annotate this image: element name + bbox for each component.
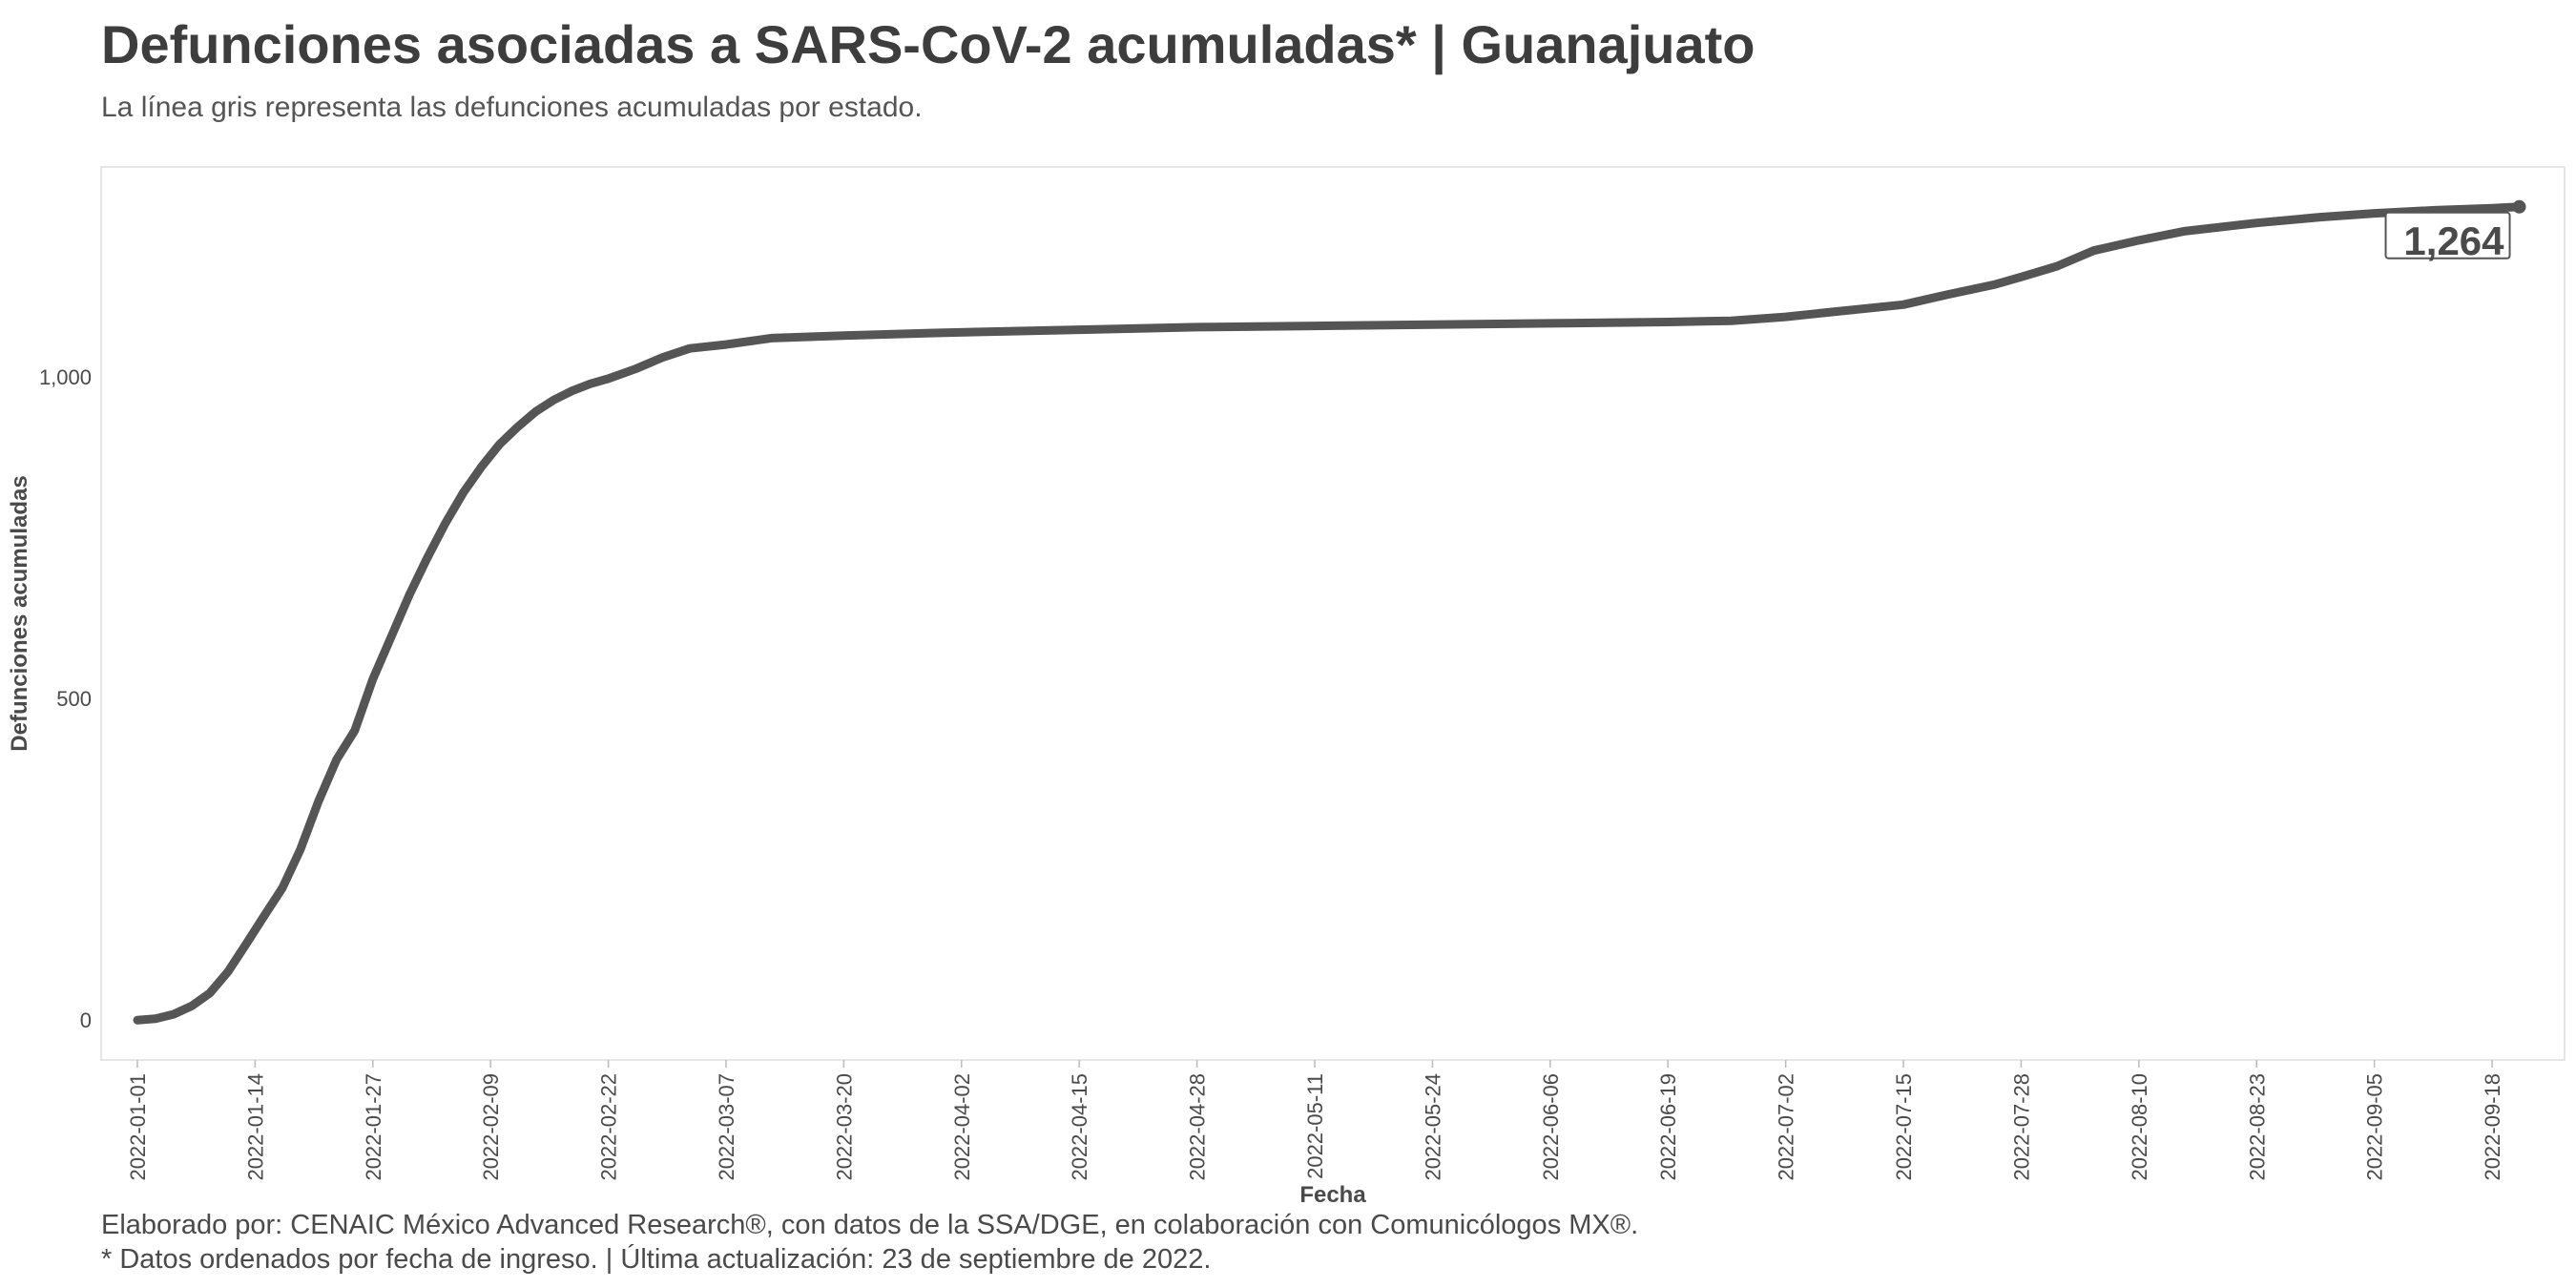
plot-area-border: [100, 166, 2566, 1061]
end-point-marker: [2512, 199, 2526, 214]
x-tick-label: 2022-01-27: [362, 1073, 385, 1181]
x-tick-label: 2022-04-28: [1186, 1073, 1210, 1181]
footer-caption-note: * Datos ordenados por fecha de ingreso. …: [101, 1244, 1212, 1275]
x-tick-label: 2022-03-07: [715, 1073, 738, 1181]
x-tick-label: 2022-08-23: [2245, 1073, 2269, 1181]
x-tick-label: 2022-04-15: [1068, 1073, 1091, 1181]
y-tick-label: 1,000: [39, 365, 92, 389]
x-axis: 2022-01-01 2022-01-14 2022-01-27 2022-02-09…: [126, 1060, 2504, 1181]
end-value-label: 1,264: [2403, 218, 2504, 263]
end-label-box: [2384, 211, 2511, 260]
page-subtitle: La línea gris representa las defunciones…: [101, 92, 923, 123]
footer-caption-source: Elaborado por: CENAIC México Advanced Re…: [101, 1210, 1639, 1240]
x-tick-label: 2022-05-11: [1303, 1073, 1327, 1179]
x-tick-label: 2022-08-10: [2128, 1073, 2151, 1181]
x-tick-label: 2022-07-02: [1775, 1073, 1798, 1181]
x-tick-label: 2022-06-19: [1656, 1073, 1680, 1181]
x-tick-label: 2022-03-20: [832, 1073, 856, 1181]
x-tick-label: 2022-01-01: [126, 1073, 150, 1181]
x-tick-label: 2022-06-06: [1539, 1073, 1563, 1181]
page-title: Defunciones asociadas a SARS-CoV-2 acumu…: [101, 14, 1755, 74]
x-tick-label: 2022-09-05: [2363, 1073, 2387, 1181]
x-tick-label: 2022-02-09: [479, 1073, 503, 1181]
x-tick-label: 2022-02-22: [597, 1073, 621, 1181]
x-tick-label: 2022-05-24: [1421, 1073, 1444, 1181]
x-tick-label: 2022-07-28: [2009, 1073, 2033, 1181]
x-axis-label: Fecha: [1299, 1182, 1366, 1208]
x-tick-label: 2022-07-15: [1892, 1073, 1916, 1181]
y-axis-label: Defunciones acumuladas: [7, 475, 32, 751]
y-tick-label: 0: [80, 1008, 92, 1032]
series-line: [133, 202, 2524, 1025]
x-tick-label: 2022-09-18: [2481, 1073, 2504, 1181]
x-tick-label: 2022-04-02: [950, 1073, 974, 1181]
x-tick-label: 2022-01-14: [243, 1073, 267, 1181]
y-axis: 0 500 1,000: [39, 365, 92, 1032]
y-tick-label: 500: [56, 687, 92, 711]
